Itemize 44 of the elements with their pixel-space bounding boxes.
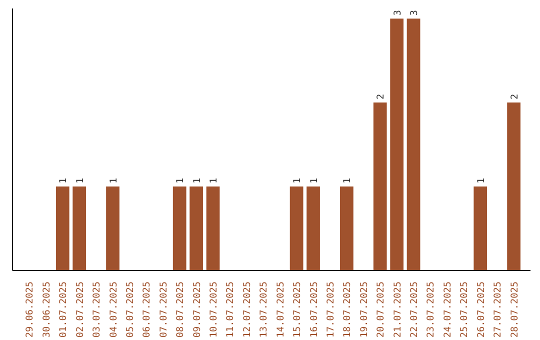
data-label: 1 bbox=[476, 178, 487, 184]
data-label: 1 bbox=[175, 178, 186, 184]
x-tick-label: 28.07.2025 bbox=[509, 281, 520, 338]
data-label: 3 bbox=[409, 10, 420, 16]
x-tick-label: 03.07.2025 bbox=[92, 281, 103, 338]
x-tick-label: 25.07.2025 bbox=[459, 281, 470, 338]
x-tick-label: 27.07.2025 bbox=[492, 281, 504, 338]
x-tick-label: 17.07.2025 bbox=[325, 281, 336, 338]
x-tick-label: 24.07.2025 bbox=[442, 281, 454, 338]
x-tick-label: 06.07.2025 bbox=[142, 281, 153, 338]
x-tick-label: 04.07.2025 bbox=[108, 281, 120, 338]
x-tick-label: 18.07.2025 bbox=[342, 281, 354, 338]
data-label: 2 bbox=[376, 94, 387, 100]
data-label: 1 bbox=[192, 178, 203, 184]
data-label: 2 bbox=[509, 94, 520, 100]
x-tick-label: 12.07.2025 bbox=[242, 281, 253, 338]
x-tick-label: 13.07.2025 bbox=[258, 281, 270, 338]
x-tick-label: 26.07.2025 bbox=[476, 281, 487, 338]
data-label: 1 bbox=[108, 178, 120, 184]
x-tick-label: 29.06.2025 bbox=[24, 281, 36, 338]
x-tick-label: 22.07.2025 bbox=[409, 281, 420, 338]
x-tick-label: 30.06.2025 bbox=[41, 281, 52, 338]
data-label: 1 bbox=[58, 178, 70, 184]
x-tick-label: 11.07.2025 bbox=[225, 281, 236, 338]
data-label: 1 bbox=[308, 178, 320, 184]
x-tick-label: 16.07.2025 bbox=[308, 281, 320, 338]
x-tick-label: 07.07.2025 bbox=[158, 281, 170, 338]
x-tick-label: 01.07.2025 bbox=[58, 281, 70, 338]
data-label: 1 bbox=[292, 178, 304, 184]
x-tick-label: 19.07.2025 bbox=[358, 281, 370, 338]
data-label: 1 bbox=[74, 178, 86, 184]
x-tick-label: 05.07.2025 bbox=[124, 281, 136, 338]
x-tick-label: 21.07.2025 bbox=[392, 281, 404, 338]
data-label: 3 bbox=[392, 10, 404, 16]
x-tick-label: 09.07.2025 bbox=[192, 281, 203, 338]
x-tick-label: 23.07.2025 bbox=[426, 281, 437, 338]
x-tick-label: 20.07.2025 bbox=[376, 281, 387, 338]
data-label: 1 bbox=[208, 178, 220, 184]
x-tick-label: 14.07.2025 bbox=[275, 281, 286, 338]
x-tick-label: 02.07.2025 bbox=[74, 281, 86, 338]
x-tick-label: 15.07.2025 bbox=[292, 281, 304, 338]
x-tick-label: 08.07.2025 bbox=[175, 281, 186, 338]
x-tick-label: 10.07.2025 bbox=[208, 281, 220, 338]
data-label: 1 bbox=[342, 178, 354, 184]
